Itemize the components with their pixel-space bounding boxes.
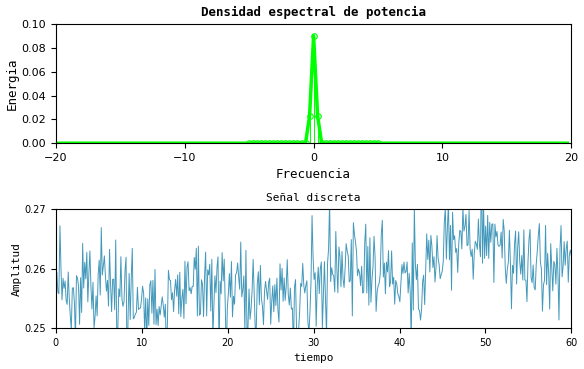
Y-axis label: Amplitud: Amplitud (12, 242, 22, 296)
X-axis label: Frecuencia: Frecuencia (276, 169, 351, 182)
Title: Señal discreta: Señal discreta (266, 193, 361, 203)
Title: Densidad espectral de potencia: Densidad espectral de potencia (201, 6, 426, 18)
Y-axis label: Energia: Energia (6, 57, 19, 110)
X-axis label: tiempo: tiempo (293, 354, 334, 363)
